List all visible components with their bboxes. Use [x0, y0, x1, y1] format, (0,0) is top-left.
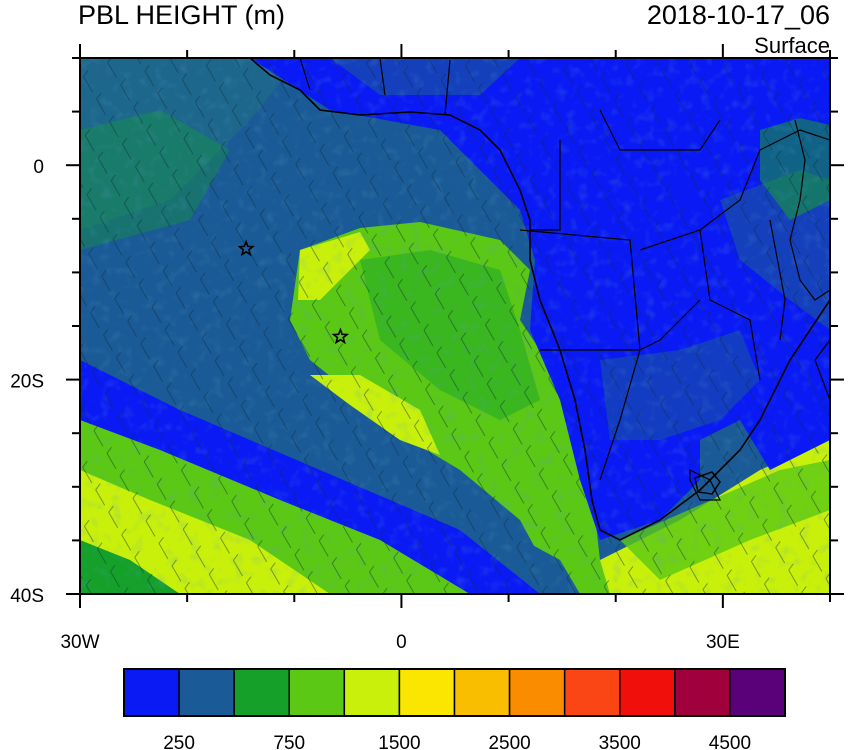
colorbar-swatch — [123, 668, 180, 717]
star-marker-st-helena-area — [331, 327, 350, 345]
level-label: Surface — [754, 33, 830, 58]
pbl-field — [80, 58, 830, 594]
x-tick-label: 0 — [396, 632, 407, 653]
colorbar-frame — [123, 668, 786, 717]
colorbar-swatch — [729, 668, 786, 717]
y-tick-label: 20S — [10, 372, 44, 393]
colorbar-label: 250 — [163, 733, 195, 750]
colorbar-swatch — [563, 668, 621, 717]
x-tick-label: 30W — [60, 632, 99, 653]
east-africa-borders — [769, 119, 830, 341]
colorbar: 250 750 1500 2500 3500 4500 — [123, 668, 786, 750]
colorbar-swatch — [619, 668, 676, 717]
colorbar-label: 750 — [273, 733, 305, 750]
colorbar-swatch — [508, 668, 566, 717]
map-axes: 30W 0 30E 0 20S 40S — [10, 44, 844, 653]
star-marker-ascension-area — [237, 239, 255, 257]
valid-datetime: 2018-10-17_06 — [646, 0, 830, 30]
station-markers — [237, 239, 350, 345]
colorbar-swatch — [288, 668, 346, 717]
colorbar-label: 2500 — [488, 733, 530, 750]
colorbar-swatch — [233, 668, 291, 717]
y-tick-label: 0 — [33, 157, 44, 178]
madagascar-edge — [814, 339, 830, 401]
colorbar-label: 3500 — [599, 733, 641, 750]
chart-title: PBL HEIGHT (m) — [78, 0, 286, 30]
lesotho-border — [694, 471, 721, 495]
colorbar-swatch — [178, 668, 235, 717]
wind-barbs — [80, 58, 830, 594]
country-borders — [299, 58, 830, 501]
colorbar-swatch — [343, 668, 401, 717]
colorbar-swatch — [398, 668, 456, 717]
colorbar-label: 4500 — [709, 733, 751, 750]
colorbar-swatch — [453, 668, 511, 717]
y-tick-label: 40S — [10, 586, 44, 607]
x-tick-label: 30E — [706, 632, 740, 653]
colorbar-label: 1500 — [378, 733, 420, 750]
colorbar-swatch — [674, 668, 731, 717]
